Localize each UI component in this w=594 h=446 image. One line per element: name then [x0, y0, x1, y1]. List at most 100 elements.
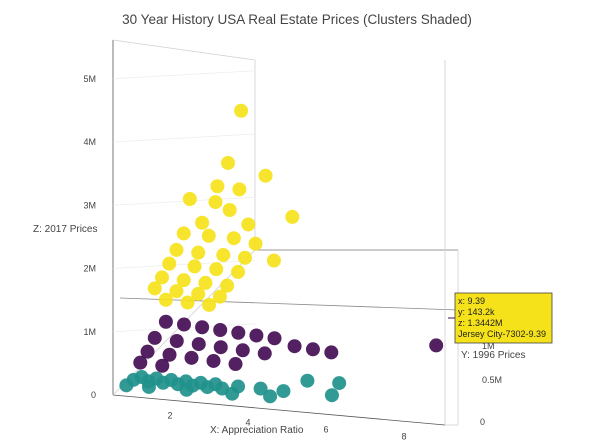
y-tick-label: 1M	[482, 341, 495, 351]
data-point-purple[interactable]	[195, 320, 210, 335]
grid-line	[112, 70, 256, 80]
chart-title: 30 Year History USA Real Estate Prices (…	[122, 12, 472, 27]
data-point-yellow[interactable]	[258, 168, 273, 183]
data-point-teal[interactable]	[119, 378, 134, 393]
y-axis-label: Y: 1996 Prices	[461, 350, 525, 361]
data-point-teal[interactable]	[164, 372, 179, 387]
data-point-purple[interactable]	[287, 339, 302, 354]
data-point-purple[interactable]	[184, 350, 199, 365]
data-point-yellow[interactable]	[155, 270, 169, 285]
data-point-purple[interactable]	[133, 355, 148, 370]
data-point-yellow[interactable]	[169, 242, 184, 257]
tooltip-box	[454, 292, 553, 344]
z-tick-label: 3M	[83, 200, 96, 210]
x-axis-line	[112, 394, 446, 426]
tooltip-line-y: y: 143.2k	[458, 307, 495, 317]
tick-labels: 0 1M 2M 3M 4M 5M 2 4 6 8 0 0.5M 1M	[83, 74, 502, 442]
x-tick-label: 6	[323, 425, 328, 435]
data-point-purple[interactable]	[213, 340, 228, 355]
data-point-purple[interactable]	[158, 314, 173, 329]
data-point-yellow[interactable]	[147, 281, 162, 296]
data-point-yellow[interactable]	[169, 284, 184, 299]
z-tick-label: 4M	[83, 137, 96, 147]
tooltip-line-name: Jersey City-7302-9.39	[458, 329, 546, 339]
data-point-teal[interactable]	[208, 377, 223, 392]
data-point-yellow[interactable]	[180, 295, 195, 310]
hover-tooltip: x: 9.39 y: 143.2k z: 1.3442M Jersey City…	[448, 292, 553, 344]
data-point-purple[interactable]	[140, 344, 155, 359]
data-point-yellow[interactable]	[209, 262, 224, 277]
data-point-yellow[interactable]	[234, 103, 249, 118]
data-point-purple[interactable]	[213, 323, 228, 337]
data-point-yellow[interactable]	[195, 215, 210, 230]
data-point-yellow[interactable]	[202, 297, 217, 312]
tooltip-line-z: z: 1.3442M	[458, 318, 503, 328]
data-point-purple[interactable]	[249, 328, 264, 343]
data-point-purple[interactable]	[324, 345, 339, 360]
data-point-purple[interactable]	[155, 358, 170, 373]
data-point-purple[interactable]	[231, 325, 246, 340]
data-point-yellow[interactable]	[216, 248, 231, 263]
data-point-purple[interactable]	[429, 338, 444, 353]
data-point-yellow[interactable]	[182, 192, 197, 206]
data-point-teal[interactable]	[253, 381, 268, 396]
data-point-teal[interactable]	[141, 379, 156, 394]
data-point-yellow[interactable]	[176, 273, 191, 288]
data-point-purple[interactable]	[235, 343, 250, 358]
x-tick-label: 8	[401, 432, 406, 442]
data-point-yellow[interactable]	[285, 209, 300, 224]
y-tick-label: 0.5M	[482, 375, 502, 385]
data-point-yellow[interactable]	[231, 264, 246, 279]
data-point-teal[interactable]	[134, 370, 149, 385]
data-point-purple[interactable]	[206, 353, 221, 368]
data-point-purple[interactable]	[267, 331, 282, 346]
data-point-purple[interactable]	[228, 357, 243, 372]
z-tick-label: 1M	[83, 327, 96, 337]
data-point-teal[interactable]	[332, 376, 347, 391]
grid-line	[112, 133, 256, 143]
data-point-purple[interactable]	[305, 342, 320, 357]
data-point-yellow[interactable]	[222, 203, 237, 217]
data-point-yellow[interactable]	[220, 278, 235, 293]
data-point-yellow[interactable]	[237, 250, 252, 265]
x-tick-label: 4	[245, 418, 250, 428]
grid-line	[112, 260, 256, 269]
data-point-yellow[interactable]	[201, 228, 216, 243]
data-point-teal[interactable]	[276, 384, 291, 399]
data-point-purple[interactable]	[147, 330, 162, 345]
z-axis-label: Z: 2017 Prices	[33, 224, 97, 235]
data-point-yellow[interactable]	[187, 259, 202, 274]
data-point-teal[interactable]	[300, 373, 315, 388]
data-point-yellow[interactable]	[198, 275, 213, 290]
data-points[interactable]	[119, 103, 444, 404]
data-point-purple[interactable]	[191, 337, 206, 352]
data-point-yellow[interactable]	[241, 217, 256, 232]
data-point-yellow[interactable]	[266, 253, 281, 268]
data-point-yellow[interactable]	[191, 245, 206, 260]
data-point-teal[interactable]	[225, 386, 240, 401]
z-tick-label: 5M	[83, 74, 96, 84]
data-point-purple[interactable]	[162, 347, 177, 362]
data-point-yellow[interactable]	[210, 179, 225, 194]
data-point-yellow[interactable]	[221, 155, 235, 170]
data-point-yellow[interactable]	[191, 286, 206, 301]
data-point-yellow[interactable]	[158, 292, 173, 307]
data-point-purple[interactable]	[177, 317, 191, 332]
data-point-yellow[interactable]	[208, 195, 223, 210]
data-point-purple[interactable]	[257, 346, 272, 361]
data-point-yellow[interactable]	[212, 289, 227, 304]
data-point-yellow[interactable]	[226, 231, 241, 246]
data-point-yellow[interactable]	[176, 226, 191, 241]
data-point-teal[interactable]	[263, 389, 278, 404]
data-point-teal[interactable]	[193, 375, 208, 390]
data-point-yellow[interactable]	[232, 182, 247, 197]
mid-plane-line	[119, 297, 459, 311]
x-tick-label: 2	[167, 411, 172, 421]
data-point-yellow[interactable]	[248, 236, 263, 251]
tooltip-line-x: x: 9.39	[458, 296, 485, 306]
data-point-purple[interactable]	[169, 334, 184, 348]
data-point-teal[interactable]	[324, 388, 339, 403]
data-point-teal[interactable]	[179, 382, 194, 397]
data-point-yellow[interactable]	[162, 256, 177, 271]
